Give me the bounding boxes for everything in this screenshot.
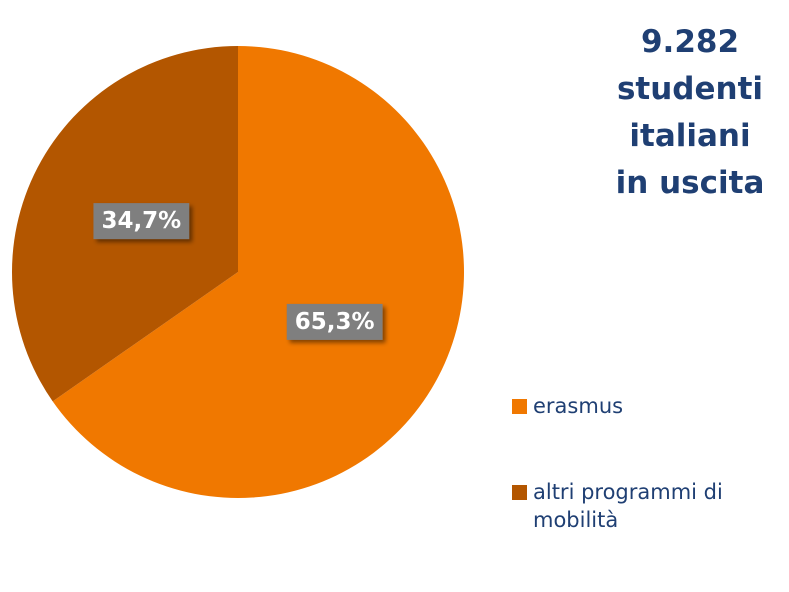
label-box	[93, 203, 190, 240]
legend-label: altri programmi di mobilità	[533, 480, 723, 532]
chart: 65,3% 34,7% 9.282 studenti italiani in uscita	[12, 24, 765, 498]
value-label: 34,7%	[101, 208, 181, 234]
legend-item: altri programmi di mobilità	[512, 478, 784, 534]
value-label: 65,3%	[295, 309, 375, 335]
legend-item: erasmus	[512, 392, 784, 420]
data-label: 65,3%	[286, 303, 383, 340]
page: 65,3% 34,7% 9.282 studenti italiani in uscita…	[12, 24, 765, 532]
label-box	[286, 303, 383, 340]
pie-slice	[52, 46, 464, 498]
legend-swatch	[512, 399, 527, 414]
chart-title: italiani	[629, 118, 750, 154]
chart-title: in uscita	[616, 165, 765, 201]
data-label: 34,7%	[93, 203, 190, 240]
legend-label: erasmus	[533, 394, 624, 418]
legend: erasmus altri programmi di mobilità	[512, 392, 784, 592]
chart-title: studenti	[617, 71, 763, 107]
legend-swatch	[512, 485, 527, 500]
chart-title: 9.282	[641, 24, 739, 60]
